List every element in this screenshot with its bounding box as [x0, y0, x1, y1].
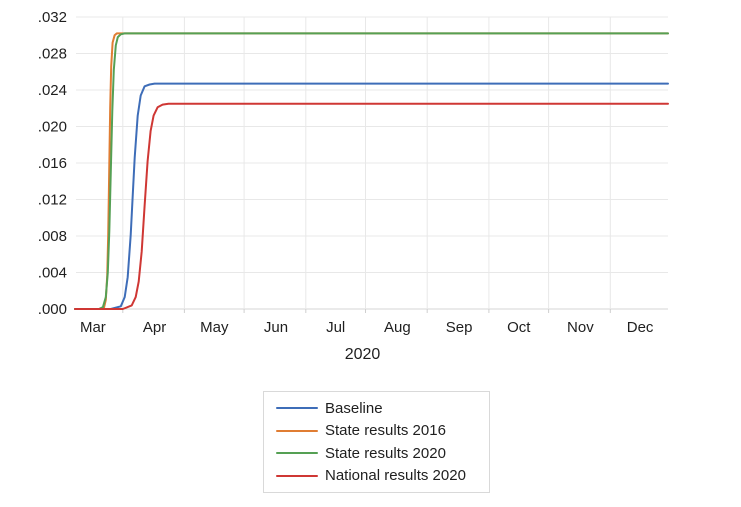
legend-item-label: National results 2020	[325, 467, 466, 485]
x-tick-label: Aug	[384, 319, 411, 336]
legend-item-label: State results 2020	[325, 444, 446, 462]
x-tick-label: Nov	[567, 319, 594, 336]
y-tick-label: .028	[38, 46, 67, 63]
y-tick-label: .020	[38, 119, 67, 136]
legend-item-national-2020: National results 2020	[264, 467, 489, 484]
series-line-state-2020	[74, 32, 669, 310]
legend-line-swatch	[276, 474, 318, 477]
y-tick-label: .000	[38, 301, 67, 318]
series-line-national-2020	[74, 102, 669, 310]
x-tick-label: Sep	[446, 319, 473, 336]
legend-item-label: State results 2016	[325, 422, 446, 440]
x-tick-label: Apr	[143, 319, 166, 336]
y-tick-label: .032	[38, 9, 67, 26]
series-line-state-2016	[74, 32, 669, 310]
x-tick-label: Dec	[627, 319, 654, 336]
x-tick-label: Jun	[264, 319, 288, 336]
legend-line-swatch	[276, 452, 318, 455]
legend-item-label: Baseline	[325, 399, 383, 417]
line-chart-plot-area: .000 .004 .008 .012 .016 .020 .024 .028 .032 Mar A…	[38, 9, 669, 336]
legend: Baseline State results 2016 State result…	[263, 391, 490, 493]
legend-line-swatch	[276, 429, 318, 432]
y-tick-label: .012	[38, 192, 67, 209]
x-tick-label: Mar	[80, 319, 106, 336]
legend-item-state-2020: State results 2020	[264, 445, 489, 462]
y-tick-label: .016	[38, 155, 67, 172]
y-tick-label: .004	[38, 265, 67, 282]
legend-item-state-2016: State results 2016	[264, 422, 489, 439]
x-tick-label: Jul	[326, 319, 345, 336]
y-tick-label: .008	[38, 228, 67, 245]
legend-line-swatch	[276, 407, 318, 410]
series-line-baseline	[74, 82, 669, 310]
legend-item-baseline: Baseline	[264, 400, 489, 417]
y-tick-label: .024	[38, 82, 67, 99]
x-tick-label: May	[200, 319, 229, 336]
x-tick-label: Oct	[507, 319, 531, 336]
x-axis-title: 2020	[344, 346, 381, 363]
